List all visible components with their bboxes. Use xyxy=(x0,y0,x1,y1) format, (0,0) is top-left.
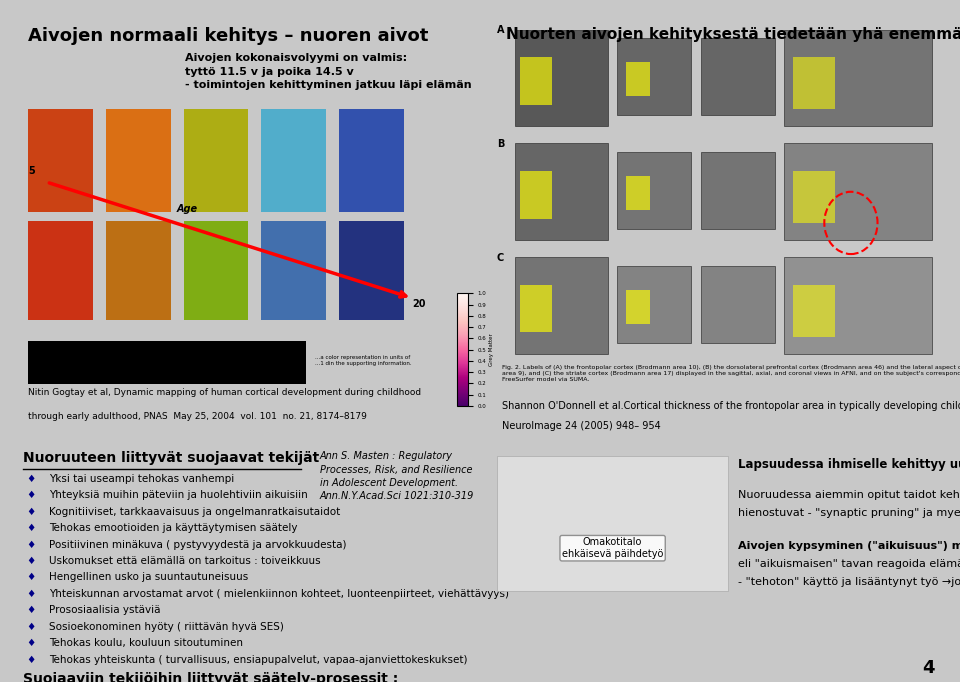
Bar xyxy=(793,57,835,109)
Text: A: A xyxy=(497,25,504,35)
Bar xyxy=(701,266,775,343)
Text: Kognitiiviset, tarkkaavaisuus ja ongelmanratkaisutaidot: Kognitiiviset, tarkkaavaisuus ja ongelma… xyxy=(49,507,340,517)
Text: Omakotitalo
ehkäisevä päihdetyö: Omakotitalo ehkäisevä päihdetyö xyxy=(562,537,663,559)
Text: ♦: ♦ xyxy=(26,490,36,501)
Text: eli "aikuismaisen" tavan reagoida elämän eri tapahtumiin: eli "aikuismaisen" tavan reagoida elämän… xyxy=(737,559,960,569)
Text: ♦: ♦ xyxy=(26,655,36,665)
Text: Shannon O'Donnell et al.Cortical thickness of the frontopolar area in typically : Shannon O'Donnell et al.Cortical thickne… xyxy=(501,401,960,411)
Bar xyxy=(520,57,552,105)
Bar xyxy=(520,171,552,219)
Bar xyxy=(339,221,404,320)
Text: Prososiaalisia ystäviä: Prososiaalisia ystäviä xyxy=(49,606,160,615)
Text: Aivojen kokonaisvolyymi on valmis:
tyttö 11.5 v ja poika 14.5 v
- toimintojen ke: Aivojen kokonaisvolyymi on valmis: tyttö… xyxy=(185,53,472,91)
Bar xyxy=(261,109,326,212)
Text: Suojaaviin tekijöihin liittyvät säätely­prosessit :: Suojaaviin tekijöihin liittyvät säätely­… xyxy=(23,672,398,682)
Text: Yksi tai useampi tehokas vanhempi: Yksi tai useampi tehokas vanhempi xyxy=(49,474,234,484)
Text: Tehokas emootioiden ja käyttäytymisen säätely: Tehokas emootioiden ja käyttäytymisen sä… xyxy=(49,523,298,533)
Bar xyxy=(183,221,249,320)
Bar xyxy=(783,257,932,354)
Text: Positiivinen minäkuva ( pystyvyydestä ja arvokkuudesta): Positiivinen minäkuva ( pystyvyydestä ja… xyxy=(49,539,347,550)
Text: hienostuvat - "synaptic pruning" ja myelinisaatio: hienostuvat - "synaptic pruning" ja myel… xyxy=(737,507,960,518)
Bar xyxy=(516,29,608,126)
Text: ♦: ♦ xyxy=(26,606,36,615)
Text: ♦: ♦ xyxy=(26,622,36,632)
Text: ...a color representation in units of
...1 din the supporting information.: ...a color representation in units of ..… xyxy=(315,355,412,366)
Bar xyxy=(106,221,171,320)
Text: ♦: ♦ xyxy=(26,523,36,533)
Text: NeuroImage 24 (2005) 948– 954: NeuroImage 24 (2005) 948– 954 xyxy=(501,421,660,430)
Text: ♦: ♦ xyxy=(26,556,36,566)
Bar xyxy=(28,341,305,384)
Text: Aivojen kypsyminen ("aikuisuus") mahdollistaa kypsän: Aivojen kypsyminen ("aikuisuus") mahdoll… xyxy=(737,542,960,552)
Text: - "tehoton" käyttö ja lisääntynyt työ →joustava aivotyö: - "tehoton" käyttö ja lisääntynyt työ →j… xyxy=(737,578,960,587)
Bar xyxy=(701,152,775,229)
Text: Yhteyksiä muihin päteviin ja huolehtiviin aikuisiin: Yhteyksiä muihin päteviin ja huolehtivii… xyxy=(49,490,308,501)
Bar xyxy=(516,257,608,354)
Text: Nuoruuteen liittyvät suojaavat tekijät: Nuoruuteen liittyvät suojaavat tekijät xyxy=(23,451,320,465)
Bar xyxy=(339,109,404,212)
Text: through early adulthood, PNAS  May 25, 2004  vol. 101  no. 21, 8174–8179: through early adulthood, PNAS May 25, 20… xyxy=(28,412,367,421)
Text: Fig. 2. Labels of (A) the frontopolar cortex (Brodmann area 10), (B) the dorsola: Fig. 2. Labels of (A) the frontopolar co… xyxy=(501,365,960,382)
Text: Sosioekonominen hyöty ( riittävän hyvä SES): Sosioekonominen hyöty ( riittävän hyvä S… xyxy=(49,622,284,632)
Y-axis label: Grey Matter: Grey Matter xyxy=(489,333,493,366)
Text: ♦: ♦ xyxy=(26,539,36,550)
Text: 20: 20 xyxy=(412,299,425,309)
Bar xyxy=(627,290,650,324)
Text: B: B xyxy=(497,139,504,149)
Bar xyxy=(516,143,608,240)
Text: Age: Age xyxy=(177,204,198,214)
Text: Tehokas yhteiskunta ( turvallisuus, ensiapupalvelut, vapaa-ajanviettokeskukset): Tehokas yhteiskunta ( turvallisuus, ensi… xyxy=(49,655,468,665)
Text: 5: 5 xyxy=(28,166,35,175)
Text: ♦: ♦ xyxy=(26,572,36,582)
Bar xyxy=(783,29,932,126)
Text: Nitin Gogtay et al, Dynamic mapping of human cortical development during childho: Nitin Gogtay et al, Dynamic mapping of h… xyxy=(28,388,421,398)
Bar xyxy=(497,456,729,591)
Text: Uskomukset että elämällä on tarkoitus : toiveikkuus: Uskomukset että elämällä on tarkoitus : … xyxy=(49,556,321,566)
Bar xyxy=(28,221,93,320)
Bar xyxy=(783,143,932,240)
Bar xyxy=(617,38,691,115)
Text: ♦: ♦ xyxy=(26,589,36,599)
Text: Yhteiskunnan arvostamat arvot ( mielenkiinnon kohteet, luonteenpiirteet, viehätt: Yhteiskunnan arvostamat arvot ( mielenki… xyxy=(49,589,509,599)
Bar xyxy=(793,285,835,337)
Text: Hengellinen usko ja suuntautuneisuus: Hengellinen usko ja suuntautuneisuus xyxy=(49,572,249,582)
Bar xyxy=(793,171,835,223)
Text: ♦: ♦ xyxy=(26,474,36,484)
Text: C: C xyxy=(497,253,504,263)
Bar xyxy=(627,176,650,210)
Bar xyxy=(28,109,93,212)
Text: Ann S. Masten : Regulatory
Processes, Risk, and Resilience
in Adolescent Develop: Ann S. Masten : Regulatory Processes, Ri… xyxy=(320,451,474,501)
Bar xyxy=(261,221,326,320)
Bar xyxy=(617,266,691,343)
Text: Lapsuudessa ihmiselle kehittyy uusia taitoja, ehkä ?: Lapsuudessa ihmiselle kehittyy uusia tai… xyxy=(737,458,960,471)
Bar xyxy=(627,62,650,96)
Bar xyxy=(617,152,691,229)
Text: 4: 4 xyxy=(923,659,935,677)
Bar xyxy=(701,38,775,115)
Text: ♦: ♦ xyxy=(26,638,36,648)
Text: ♦: ♦ xyxy=(26,507,36,517)
Bar xyxy=(520,285,552,333)
Bar xyxy=(106,109,171,212)
Bar xyxy=(183,109,249,212)
Text: Aivojen normaali kehitys – nuoren aivot: Aivojen normaali kehitys – nuoren aivot xyxy=(28,27,428,46)
Text: Nuorten aivojen kehityksestä tiedetään yhä enemmän: Nuorten aivojen kehityksestä tiedetään y… xyxy=(506,27,960,42)
Text: Tehokas koulu, kouluun sitoutuminen: Tehokas koulu, kouluun sitoutuminen xyxy=(49,638,243,648)
Text: Nuoruudessa aiemmin opitut taidot kehittyvät ja: Nuoruudessa aiemmin opitut taidot kehitt… xyxy=(737,490,960,500)
